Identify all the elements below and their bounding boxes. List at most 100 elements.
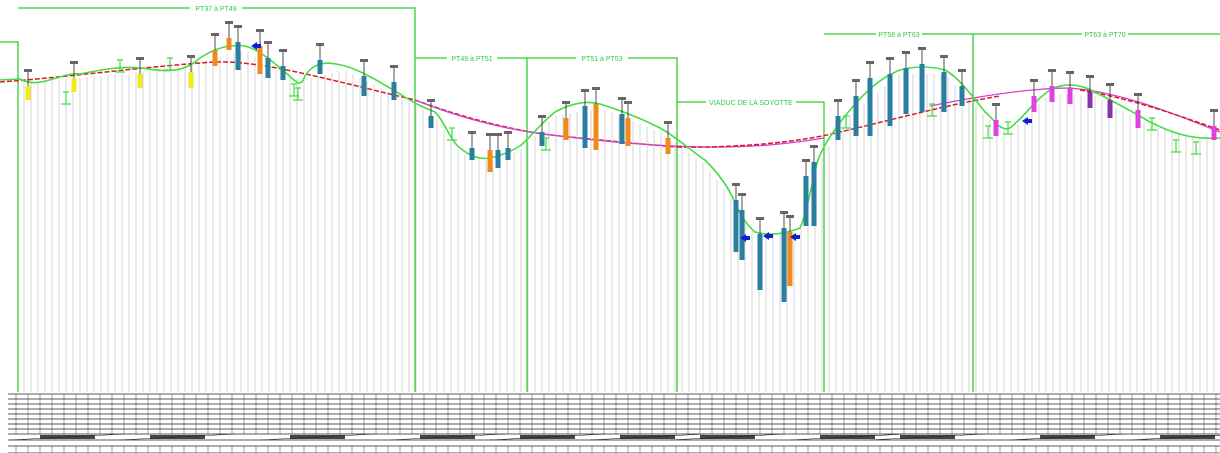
borehole-tag xyxy=(810,145,818,148)
borehole-tag xyxy=(1066,71,1074,74)
table-slope-line xyxy=(1009,433,1126,441)
design-profile-line-red xyxy=(0,61,678,148)
borehole-tag xyxy=(225,21,233,24)
borehole-bar xyxy=(733,200,739,252)
section-label: PT51 à PT53 xyxy=(581,56,622,63)
table-slope-line xyxy=(789,433,906,441)
borehole-bar xyxy=(811,162,817,226)
borehole-bar xyxy=(71,78,77,92)
borehole-tag xyxy=(256,29,264,32)
table-slope-line xyxy=(589,433,706,441)
borehole-bar xyxy=(265,58,271,78)
borehole-tag xyxy=(834,99,842,102)
profile-data-table xyxy=(8,393,1220,453)
borehole-tag xyxy=(468,131,476,134)
borehole-tag xyxy=(1106,83,1114,86)
borehole-tag xyxy=(1210,109,1218,112)
borehole-tag xyxy=(902,51,910,54)
section-label: PT63 à PT70 xyxy=(1084,32,1125,39)
borehole-tag xyxy=(24,69,32,72)
section-labels: PT37 à PT49 PT49 à PT51 PT51 à PT53 VIAD… xyxy=(190,4,1128,107)
borehole-bar xyxy=(235,42,241,70)
borehole-bar xyxy=(280,66,286,80)
borehole-tag xyxy=(538,115,546,118)
borehole-bar xyxy=(505,148,511,160)
borehole-tag xyxy=(264,41,272,44)
terrain-marker xyxy=(1147,117,1157,131)
borehole-tag xyxy=(786,215,794,218)
borehole-bar xyxy=(1211,126,1217,140)
borehole-bar xyxy=(137,74,143,88)
borehole-tag xyxy=(958,69,966,72)
borehole-tag xyxy=(136,57,144,60)
borehole-bar xyxy=(803,176,809,226)
table-slope-line xyxy=(389,433,506,441)
borehole-tag xyxy=(886,57,894,60)
borehole-tag xyxy=(581,89,589,92)
terrain-markers xyxy=(61,57,1201,155)
borehole-bar xyxy=(539,132,545,146)
borehole-bar xyxy=(1135,110,1141,128)
borehole-tag xyxy=(211,33,219,36)
borehole-bar xyxy=(563,118,569,140)
borehole-bar xyxy=(903,68,909,114)
borehole-tag xyxy=(390,65,398,68)
borehole-bar xyxy=(391,82,397,100)
terrain-marker xyxy=(841,115,851,129)
borehole-bar xyxy=(1087,92,1093,108)
table-slope-line xyxy=(1129,435,1220,441)
borehole-bar xyxy=(212,50,218,66)
terrain-marker xyxy=(541,137,551,151)
borehole-bar xyxy=(1107,100,1113,118)
borehole-tag xyxy=(70,61,78,64)
borehole-tag xyxy=(486,133,494,136)
borehole-bar xyxy=(739,210,745,260)
borehole-bar xyxy=(1031,96,1037,112)
borehole-tag xyxy=(562,101,570,104)
terrain-marker xyxy=(289,83,299,97)
borehole-bar xyxy=(257,46,263,74)
table-slope-line xyxy=(669,433,786,441)
borehole-tag xyxy=(852,79,860,82)
borehole-tag xyxy=(504,131,512,134)
terrain-marker xyxy=(293,87,303,101)
borehole-bar xyxy=(188,72,194,88)
borehole-tag xyxy=(427,99,435,102)
borehole-tag xyxy=(992,103,1000,106)
borehole-bar xyxy=(853,96,859,136)
arrow-left-icon xyxy=(790,233,800,241)
borehole-bar xyxy=(959,86,965,106)
borehole-tag xyxy=(866,61,874,64)
borehole-tag xyxy=(802,159,810,162)
borehole-bar xyxy=(835,116,841,140)
terrain-marker xyxy=(1171,139,1181,153)
borehole-bar xyxy=(487,150,493,172)
borehole-tag xyxy=(738,193,746,196)
terrain-marker xyxy=(165,57,175,71)
borehole-bar xyxy=(582,106,588,148)
arrow-left-icon xyxy=(251,42,261,50)
borehole-tag xyxy=(780,211,788,214)
arrow-left-icon xyxy=(1022,117,1032,125)
borehole-bar xyxy=(787,232,793,286)
table-slope-line xyxy=(489,433,606,441)
vertical-hatching xyxy=(23,51,1215,392)
terrain-marker xyxy=(927,103,937,117)
borehole-tag xyxy=(234,25,242,28)
borehole-tag xyxy=(1048,69,1056,72)
terrain-marker xyxy=(115,59,125,73)
design-profile-line-magenta xyxy=(414,99,825,148)
borehole-tag xyxy=(756,217,764,220)
borehole-tag xyxy=(664,121,672,124)
table-slope-line xyxy=(9,433,126,441)
table-slope-line xyxy=(869,433,986,441)
section-label: PT58 à PT63 xyxy=(878,32,919,39)
borehole-bar xyxy=(1067,88,1073,104)
borehole-bar xyxy=(1049,86,1055,102)
section-label: PT49 à PT51 xyxy=(451,56,492,63)
arrow-left-icon xyxy=(763,232,773,240)
borehole-bar xyxy=(757,234,763,290)
borehole-bar xyxy=(619,114,625,144)
borehole-bar xyxy=(625,118,631,146)
borehole-bars xyxy=(24,21,1218,302)
